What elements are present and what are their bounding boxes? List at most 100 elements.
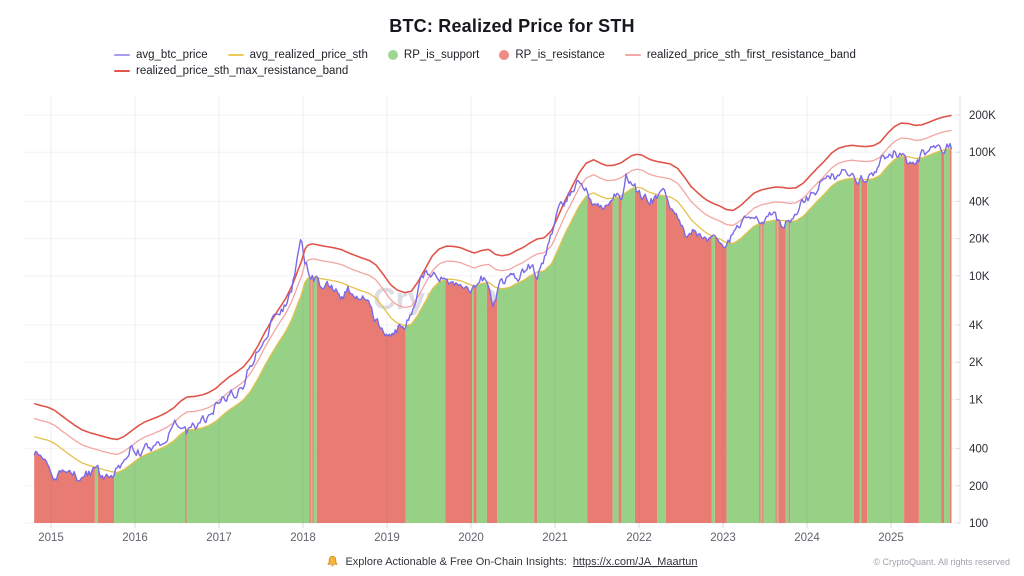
- bell-icon: [326, 555, 339, 568]
- resistance-area: [185, 431, 187, 523]
- resistance-area: [34, 451, 95, 523]
- support-area: [944, 148, 950, 523]
- resistance-area: [775, 220, 777, 523]
- x-axis-label: 2017: [206, 532, 232, 544]
- x-axis-label: 2018: [290, 532, 316, 544]
- legend-line-swatch: [114, 69, 130, 73]
- resistance-area: [861, 179, 868, 524]
- y-axis-label: 4K: [969, 320, 983, 332]
- support-area: [612, 196, 619, 523]
- resistance-area: [473, 285, 477, 523]
- support-area: [711, 236, 715, 523]
- support-area: [776, 220, 779, 523]
- chart-title: BTC: Realized Price for STH: [389, 16, 635, 36]
- resistance-area: [309, 277, 311, 523]
- legend-item-avg_btc_price[interactable]: avg_btc_price: [114, 49, 208, 61]
- y-axis-label: 10K: [969, 271, 990, 283]
- y-axis-label: 40K: [969, 196, 990, 208]
- support-area: [790, 178, 854, 524]
- legend-line-swatch: [624, 53, 641, 57]
- legend-item-avg_realized_price_sth[interactable]: avg_realized_price_sth: [227, 49, 368, 61]
- support-area: [472, 285, 474, 523]
- resistance-area: [904, 156, 919, 524]
- support-area: [476, 282, 487, 523]
- y-axis-label: 100K: [969, 147, 996, 159]
- resistance-area: [316, 277, 406, 523]
- legend-item-label: avg_btc_price: [136, 49, 208, 61]
- support-area: [497, 273, 535, 523]
- copyright: © CryptoQuant. All rights reserved: [873, 557, 1010, 567]
- y-axis-label: 100: [969, 518, 988, 530]
- support-area: [186, 277, 310, 523]
- resistance-area: [714, 237, 727, 523]
- support-area: [310, 277, 313, 523]
- support-area: [114, 431, 186, 523]
- resistance-area: [788, 221, 791, 524]
- y-axis-label: 20K: [969, 234, 990, 246]
- legend-item-label: realized_price_sth_max_resistance_band: [136, 65, 349, 77]
- resistance-area: [618, 196, 622, 523]
- y-axis-label: 200K: [969, 110, 996, 122]
- y-axis-label: 200: [969, 481, 988, 493]
- support-area: [763, 220, 776, 523]
- resistance-area: [762, 222, 764, 523]
- legend-item-realized_price_sth_max_resistance_band[interactable]: realized_price_sth_max_resistance_band: [114, 65, 348, 77]
- max-resistance-band-line: [33, 114, 952, 441]
- resistance-area: [634, 187, 658, 524]
- support-area: [859, 179, 862, 524]
- y-axis-label: 1K: [969, 394, 983, 406]
- footer-link[interactable]: https://x.com/JA_Maartun: [572, 555, 698, 568]
- support-area: [867, 156, 905, 523]
- x-axis-label: 2024: [794, 532, 820, 544]
- resistance-area: [587, 195, 613, 523]
- btc-price-line: [33, 142, 953, 482]
- support-area: [405, 279, 446, 523]
- resistance-area: [445, 279, 473, 523]
- footer-text: Explore Actionable & Free On-Chain Insig…: [345, 555, 567, 568]
- x-axis-label: 2022: [626, 532, 652, 544]
- legend-item-label: RP_is_resistance: [515, 49, 605, 61]
- resistance-area: [534, 273, 538, 523]
- support-area: [657, 194, 666, 524]
- support-area: [313, 277, 317, 523]
- support-area: [726, 223, 760, 523]
- resistance-area: [665, 196, 712, 523]
- resistance-area: [97, 468, 115, 523]
- resistance-area: [853, 178, 860, 523]
- x-axis-label: 2016: [122, 532, 148, 544]
- support-area: [94, 467, 98, 523]
- legend-dot-swatch: [499, 50, 510, 60]
- legend-item-realized_price_sth_first_resistance_band[interactable]: realized_price_sth_first_resistance_band: [624, 49, 856, 61]
- legend-line-swatch: [114, 53, 130, 57]
- x-axis-label: 2023: [710, 532, 736, 544]
- support-area: [918, 150, 942, 523]
- legend-item-label: RP_is_support: [403, 49, 480, 61]
- legend-item-label: avg_realized_price_sth: [249, 49, 368, 61]
- x-axis-label: 2025: [878, 532, 904, 544]
- x-axis-label: 2021: [542, 532, 568, 544]
- resistance-area: [312, 277, 314, 523]
- legend-line-swatch: [227, 53, 244, 57]
- footer: Explore Actionable & Free On-Chain Insig…: [0, 555, 1024, 568]
- support-area: [785, 221, 789, 523]
- support-area: [760, 222, 763, 523]
- x-axis-label: 2019: [374, 532, 400, 544]
- resistance-area: [778, 220, 786, 523]
- legend: avg_btc_price avg_realized_price_sth RP_is…: [114, 49, 916, 77]
- y-axis-label: 400: [969, 444, 988, 456]
- x-axis-label: 2020: [458, 532, 484, 544]
- resistance-area: [950, 148, 952, 523]
- first-resistance-band-line: [33, 129, 952, 456]
- resistance-area: [941, 150, 945, 523]
- resistance-area: [759, 223, 761, 523]
- y-axis-label: 2K: [969, 357, 983, 369]
- x-axis-label: 2015: [38, 532, 64, 544]
- support-area: [537, 195, 588, 523]
- legend-item-RP_is_resistance[interactable]: RP_is_resistance: [499, 49, 605, 61]
- legend-item-label: realized_price_sth_first_resistance_band: [646, 49, 856, 61]
- legend-dot-swatch: [387, 50, 398, 60]
- support-area: [621, 187, 635, 524]
- resistance-area: [486, 282, 498, 523]
- legend-item-RP_is_support[interactable]: RP_is_support: [387, 49, 480, 61]
